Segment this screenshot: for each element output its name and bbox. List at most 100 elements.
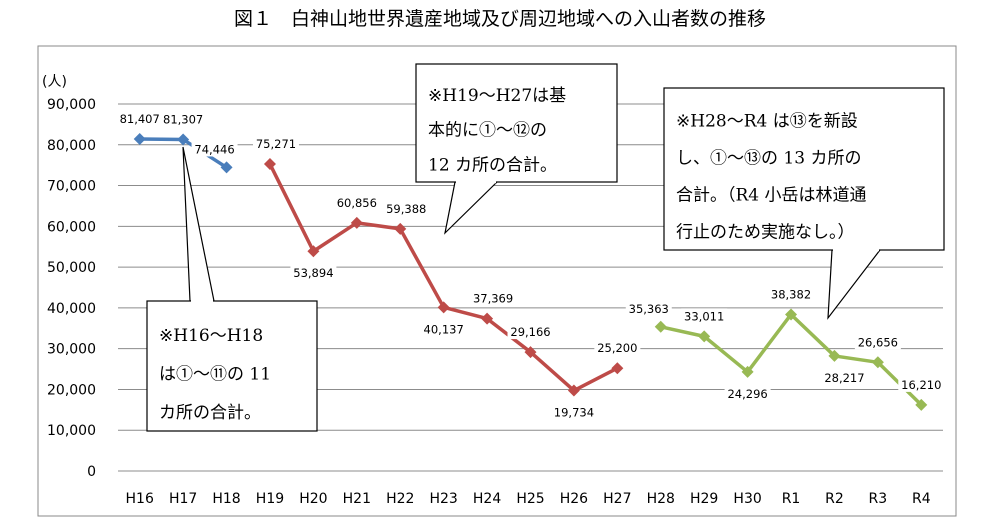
data-point (741, 365, 754, 378)
data-label-bg (333, 194, 380, 210)
x-tick-label: R3 (869, 491, 888, 507)
data-label-bg (191, 141, 238, 157)
data-point (785, 308, 798, 321)
data-point (350, 216, 363, 229)
data-label-bg (290, 265, 337, 281)
note-h16-h18-text: カ所の合計。 (159, 403, 261, 423)
data-point (828, 349, 841, 362)
data-label-bg (420, 321, 467, 337)
note-h16-h18-text: ※H16～H18 (159, 326, 263, 346)
data-point (307, 245, 320, 258)
note-h19-h27-box (415, 63, 618, 183)
data-label-bg (507, 324, 554, 340)
data-label: 59,388 (386, 202, 426, 216)
data-point (567, 384, 580, 397)
data-point (654, 320, 667, 333)
data-label-bg (768, 286, 815, 302)
data-label-bg (821, 369, 868, 385)
data-label: 35,363 (629, 302, 669, 316)
data-point (611, 362, 624, 375)
data-label-bg (470, 290, 517, 306)
data-point (871, 356, 884, 369)
data-label: 28,217 (824, 371, 864, 385)
x-tick-label: H19 (256, 491, 284, 507)
x-tick-label: H22 (386, 491, 414, 507)
y-tick-label: 60,000 (47, 219, 96, 235)
data-point (220, 161, 233, 174)
x-tick-label: H25 (516, 491, 544, 507)
data-point (915, 398, 928, 411)
y-tick-label: 50,000 (47, 260, 96, 276)
data-point (481, 312, 494, 325)
data-label: 60,856 (337, 196, 377, 210)
data-label: 25,200 (597, 341, 637, 355)
x-tick-label: H23 (429, 491, 457, 507)
data-label-bg (854, 334, 901, 350)
y-tick-label: 10,000 (47, 423, 96, 439)
data-point (437, 301, 450, 314)
note-h28-r4-text: し、①～⑬の 13 カ所の (676, 149, 861, 169)
y-tick-label: 90,000 (47, 97, 96, 113)
data-point (524, 346, 537, 359)
data-label: 24,296 (727, 387, 767, 401)
x-tick-label: R2 (825, 491, 844, 507)
x-tick-label: H21 (343, 491, 371, 507)
data-label: 26,656 (858, 335, 898, 349)
y-tick-label: 30,000 (47, 342, 96, 358)
data-label: 16,210 (901, 378, 941, 392)
data-label-bg (898, 376, 945, 392)
data-point (263, 158, 276, 171)
y-tick-label: 70,000 (47, 179, 96, 195)
data-label-bg (724, 385, 771, 401)
note-h28-r4-text: 行止のため実施なし。） (676, 223, 855, 243)
x-tick-label: H30 (733, 491, 761, 507)
x-tick-label: H16 (126, 491, 154, 507)
data-label-bg (625, 300, 672, 316)
data-label: 37,369 (473, 292, 513, 306)
x-tick-label: H18 (212, 491, 240, 507)
note-h16-h18-text: は①～⑪の 11 (159, 365, 271, 385)
data-label-bg (681, 308, 728, 324)
x-tick-label: H29 (690, 491, 718, 507)
x-tick-label: H24 (473, 491, 501, 507)
data-point (133, 133, 146, 146)
data-label-bg (383, 200, 430, 216)
data-label-bg (116, 111, 163, 127)
data-label: 38,382 (771, 287, 811, 301)
x-tick-label: H20 (299, 491, 327, 507)
x-tick-label: H28 (647, 491, 675, 507)
data-point (698, 330, 711, 343)
x-tick-label: R4 (912, 491, 931, 507)
note-h28-r4-box (663, 87, 945, 251)
x-tick-label: H27 (603, 491, 631, 507)
y-tick-label: 20,000 (47, 382, 96, 398)
data-label: 81,307 (163, 112, 203, 126)
x-tick-label: H17 (169, 491, 197, 507)
note-h19-h27-text: 12 カ所の合計。 (428, 155, 557, 175)
y-axis-label: (人) (42, 74, 67, 90)
x-tick-label: H26 (560, 491, 588, 507)
y-tick-label: 0 (87, 464, 96, 480)
data-point (394, 222, 407, 235)
note-h19-h27-text: 本的に①～⑫の (428, 121, 547, 141)
data-label: 81,407 (120, 112, 160, 126)
data-label-bg (594, 340, 641, 356)
data-label: 29,166 (510, 325, 550, 339)
chart-title: 図１ 白神山地世界遺産地域及び周辺地域への入山者数の推移 (233, 8, 766, 30)
y-tick-label: 80,000 (47, 138, 96, 154)
y-tick-label: 40,000 (47, 301, 96, 317)
data-label-bg (160, 111, 207, 127)
data-label-bg (252, 136, 299, 152)
note-h16-h18-box (146, 300, 318, 432)
data-label: 75,271 (256, 137, 296, 151)
data-label: 19,734 (554, 406, 594, 420)
note-h28-r4-text: 合計。（R4 小岳は林道通 (676, 186, 867, 206)
note-h19-h27-text: ※H19～H27は基 (428, 86, 566, 106)
data-label: 74,446 (194, 142, 234, 156)
data-label-bg (550, 404, 597, 420)
data-label: 53,894 (293, 266, 333, 280)
data-label: 33,011 (684, 309, 724, 323)
data-point (177, 133, 190, 146)
data-label: 40,137 (424, 322, 464, 336)
